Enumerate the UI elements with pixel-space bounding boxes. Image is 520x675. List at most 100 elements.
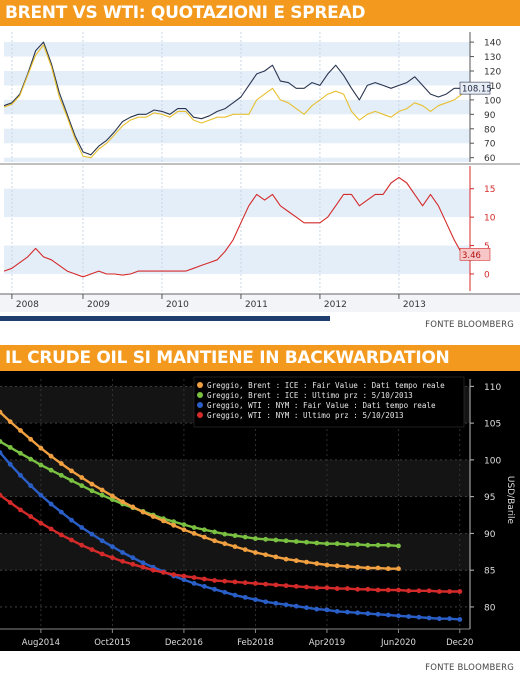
data-point <box>7 444 13 450</box>
data-point <box>191 525 197 530</box>
data-point <box>48 501 54 507</box>
data-point <box>242 594 248 600</box>
data-point <box>130 555 136 561</box>
data-point <box>447 589 452 594</box>
data-point <box>273 582 279 588</box>
data-point <box>375 611 381 617</box>
data-point <box>58 472 64 478</box>
data-point <box>130 561 136 567</box>
data-point <box>28 514 34 519</box>
data-point <box>99 487 105 493</box>
y-tick-label: 60 <box>484 154 496 164</box>
data-point <box>58 461 64 466</box>
grid-band <box>4 42 470 57</box>
data-point <box>253 581 258 586</box>
data-point <box>304 539 309 545</box>
data-point <box>293 558 299 564</box>
data-point <box>365 565 371 571</box>
data-point <box>28 483 34 489</box>
data-point <box>0 409 3 415</box>
legend-box <box>193 376 465 428</box>
data-point <box>150 567 156 573</box>
data-point <box>69 468 74 474</box>
data-point <box>375 542 381 548</box>
data-point <box>79 525 85 530</box>
data-point <box>7 500 13 505</box>
data-point <box>212 578 217 583</box>
data-point <box>222 541 228 547</box>
grid-band <box>4 188 470 218</box>
grid-band <box>4 128 470 144</box>
data-point <box>79 475 85 480</box>
data-point <box>120 550 126 555</box>
data-point <box>79 483 85 489</box>
last-value-tag <box>459 247 491 261</box>
data-point <box>120 558 126 564</box>
data-point <box>365 611 371 616</box>
data-point <box>242 534 248 540</box>
data-point <box>365 542 371 548</box>
data-point <box>99 551 105 557</box>
data-point <box>0 439 3 444</box>
bottom-strip <box>0 651 520 661</box>
data-point <box>212 529 217 535</box>
data-point <box>396 587 401 593</box>
data-point <box>222 531 228 537</box>
data-point <box>273 600 279 606</box>
legend-label: Greggio, WTI : NYM : Ultimo prz : 5/10/2… <box>207 411 404 420</box>
data-point <box>304 605 309 611</box>
data-point <box>375 565 381 571</box>
legend-label: Greggio, Brent : ICE : Ultimo prz : 5/10… <box>207 391 413 400</box>
data-point <box>324 562 330 568</box>
data-point <box>253 550 258 555</box>
y-tick-label: 95 <box>484 493 495 503</box>
legend-marker <box>197 392 203 398</box>
data-point <box>181 522 187 527</box>
legend-label: Greggio, Brent : ICE : Fair Value : Dati… <box>207 381 445 390</box>
x-tick-label: Apr2019 <box>309 638 345 648</box>
data-point <box>18 450 23 456</box>
y-tick-label: 130 <box>484 53 501 63</box>
data-point <box>355 542 361 547</box>
data-point <box>283 602 289 608</box>
x-tick-label: 2013 <box>403 300 426 310</box>
data-point <box>201 583 207 589</box>
series-line <box>0 440 399 548</box>
x-axis-strip <box>0 294 520 312</box>
data-point <box>28 456 34 462</box>
data-point <box>48 526 54 532</box>
x-tick-label: Dec20 <box>446 638 473 648</box>
x-tick-label: Oct2015 <box>94 638 130 648</box>
data-point <box>0 492 3 498</box>
brent-wti-chart: 140 130 120 110 100 90 80 70 60 108.15 15 10 5 03.46 2… <box>0 26 520 330</box>
data-point <box>140 509 146 515</box>
legend-marker <box>197 412 203 418</box>
data-point <box>344 564 350 569</box>
y-tick-label: 140 <box>484 39 501 49</box>
data-point <box>191 531 197 536</box>
data-point <box>28 436 34 442</box>
x-tick-label: 2009 <box>87 300 110 310</box>
data-point <box>263 552 269 558</box>
y-tick-label: 90 <box>484 111 496 121</box>
data-point <box>447 616 452 622</box>
y-axis-label: USD/Barile <box>505 476 515 525</box>
data-point <box>293 603 299 609</box>
data-point <box>161 569 166 575</box>
y-tick-label: 100 <box>484 456 501 466</box>
data-point <box>355 586 361 592</box>
data-point <box>201 576 207 582</box>
backwardation-chart: 110 105 100 95 90 85 80 USD/Barile Aug2014 Oct201… <box>0 371 520 661</box>
data-point <box>263 599 269 605</box>
series-line <box>3 41 463 156</box>
data-point <box>232 533 238 539</box>
y-tick-label: 5 <box>484 242 490 252</box>
y-tick-label: 15 <box>484 185 495 195</box>
data-point <box>58 532 64 538</box>
data-point <box>426 588 432 594</box>
data-point <box>38 462 44 468</box>
data-point <box>38 492 44 498</box>
chart1-source: FONTE BLOOMBERG <box>425 320 514 330</box>
data-point <box>191 581 197 586</box>
data-point <box>109 544 115 550</box>
